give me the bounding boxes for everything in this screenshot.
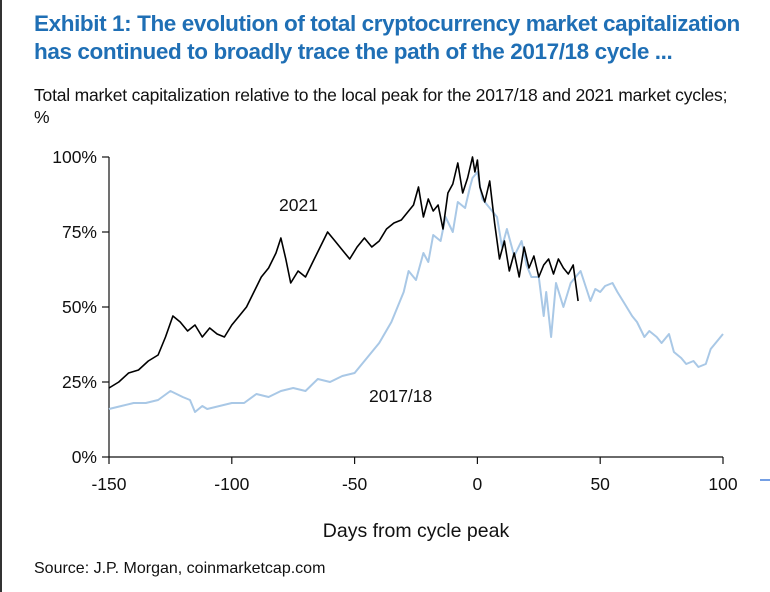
series-line-2017-18	[108, 171, 724, 413]
exhibit-title: Exhibit 1: The evolution of total crypto…	[34, 11, 740, 64]
x-tick-label: -150	[91, 474, 126, 494]
x-ticks: -150 -100 -50 0 50 100	[91, 457, 738, 494]
source-note: Source: J.P. Morgan, coinmarketcap.com	[34, 560, 326, 577]
series-line-2021	[108, 156, 579, 389]
left-frame-line	[0, 0, 2, 592]
annotation-2021: 2021	[279, 195, 318, 215]
y-tick-label: 0%	[72, 447, 97, 467]
y-tick-label: 100%	[52, 147, 97, 167]
y-tick-label: 50%	[62, 297, 97, 317]
x-tick-label: 0	[473, 474, 483, 494]
series-layer	[108, 156, 724, 413]
x-axis-label: Days from cycle peak	[323, 520, 510, 542]
y-tick-label: 25%	[62, 372, 97, 392]
annotation-2017-18: 2017/18	[369, 386, 432, 406]
chart-subtitle: Total market capitalization relative to …	[34, 85, 728, 127]
x-tick-label: 100	[708, 474, 737, 494]
y-tick-label: 75%	[62, 222, 97, 242]
x-tick-label: -100	[214, 474, 249, 494]
x-tick-label: 50	[590, 474, 610, 494]
x-tick-label: -50	[342, 474, 368, 494]
chart-axes	[108, 157, 770, 481]
y-ticks: 0% 25% 50% 75% 100%	[52, 147, 109, 467]
